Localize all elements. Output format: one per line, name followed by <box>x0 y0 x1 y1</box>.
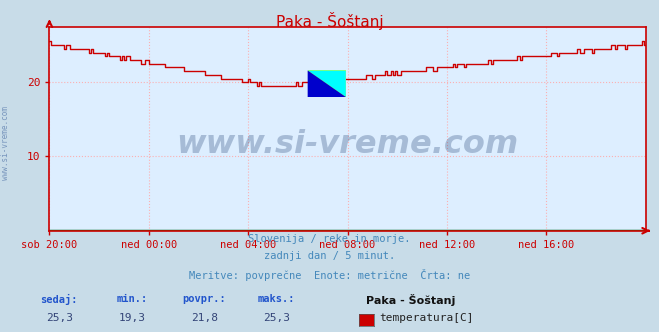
Text: www.si-vreme.com: www.si-vreme.com <box>1 106 10 180</box>
Text: temperatura[C]: temperatura[C] <box>379 313 473 323</box>
Text: 19,3: 19,3 <box>119 313 145 323</box>
Text: 25,3: 25,3 <box>46 313 72 323</box>
Text: povpr.:: povpr.: <box>183 294 226 304</box>
Text: 25,3: 25,3 <box>264 313 290 323</box>
Text: Paka - Šoštanj: Paka - Šoštanj <box>275 12 384 30</box>
Text: zadnji dan / 5 minut.: zadnji dan / 5 minut. <box>264 251 395 261</box>
Text: 21,8: 21,8 <box>191 313 217 323</box>
Text: min.:: min.: <box>116 294 148 304</box>
Text: www.si-vreme.com: www.si-vreme.com <box>177 129 519 160</box>
Text: Meritve: povprečne  Enote: metrične  Črta: ne: Meritve: povprečne Enote: metrične Črta:… <box>189 269 470 281</box>
Polygon shape <box>308 70 346 97</box>
Polygon shape <box>308 70 346 97</box>
Text: Paka - Šoštanj: Paka - Šoštanj <box>366 294 455 306</box>
FancyBboxPatch shape <box>308 70 346 97</box>
Text: sedaj:: sedaj: <box>41 294 78 305</box>
Text: maks.:: maks.: <box>258 294 295 304</box>
Text: Slovenija / reke in morje.: Slovenija / reke in morje. <box>248 234 411 244</box>
